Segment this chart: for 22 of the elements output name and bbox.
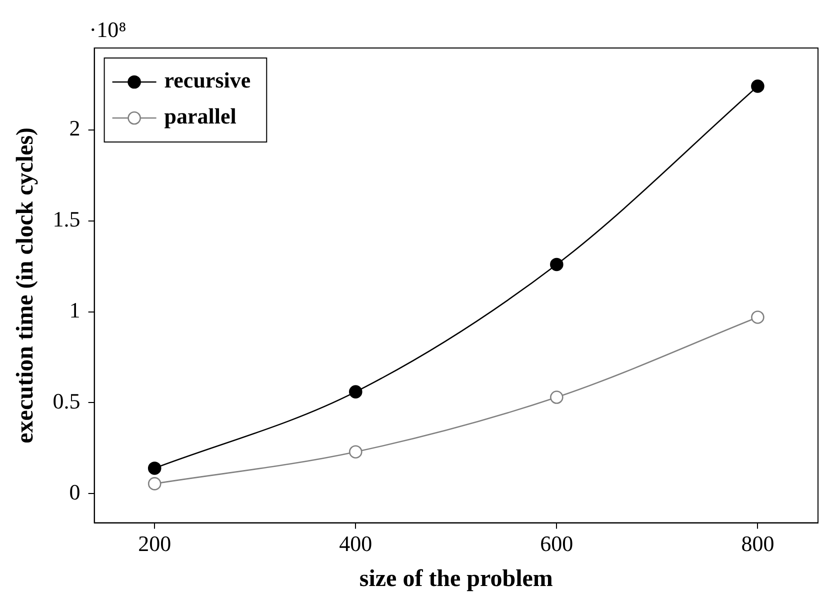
x-axis-title: size of the problem bbox=[359, 566, 553, 592]
point bbox=[148, 477, 162, 490]
point bbox=[751, 310, 764, 324]
legend-label: parallel bbox=[164, 104, 236, 129]
point bbox=[751, 80, 764, 93]
point bbox=[348, 385, 362, 398]
x-tick-label: 600 bbox=[540, 530, 574, 556]
y-axis-title: execution time (in clock cycles) bbox=[12, 127, 39, 444]
y-tick-label: 1.5 bbox=[52, 206, 80, 232]
y-tick-label: 2 bbox=[69, 116, 80, 141]
x-tick-label: 800 bbox=[741, 530, 774, 556]
y-tick-label: 0.5 bbox=[52, 388, 80, 414]
x-tick-label: 400 bbox=[339, 530, 372, 556]
point bbox=[348, 445, 362, 459]
legend-label: recursive bbox=[164, 68, 251, 93]
point bbox=[148, 462, 162, 475]
x-tick-label: 200 bbox=[138, 530, 172, 556]
text: ·10⁸ bbox=[89, 16, 126, 42]
y-tick-label: 0 bbox=[69, 479, 80, 504]
point bbox=[550, 258, 564, 272]
y-tick-label: 1 bbox=[69, 298, 80, 323]
point bbox=[550, 390, 564, 404]
